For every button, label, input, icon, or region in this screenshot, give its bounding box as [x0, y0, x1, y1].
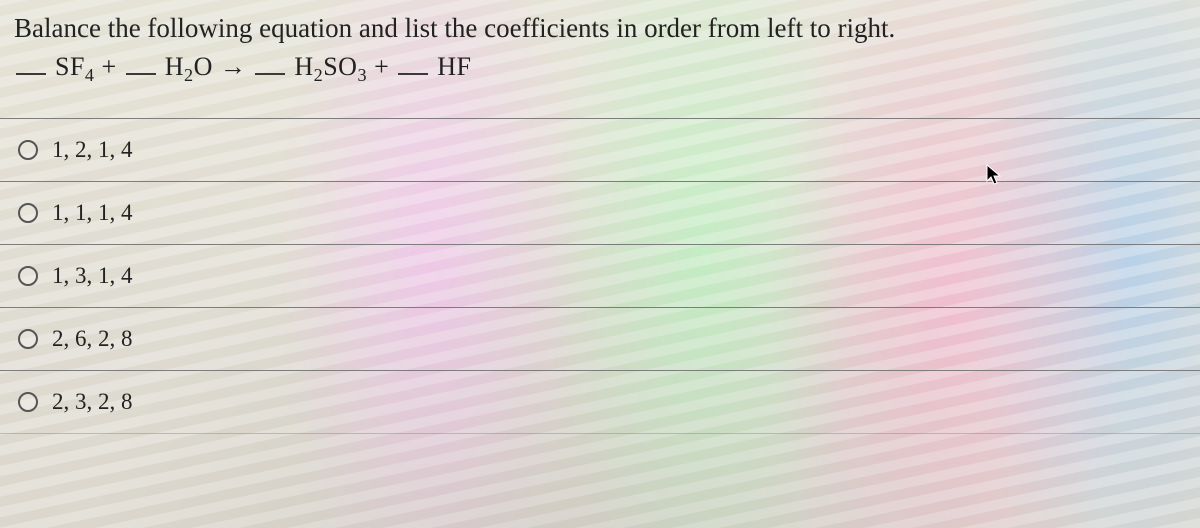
option-row[interactable]: 1, 1, 1, 4: [0, 181, 1200, 244]
option-row[interactable]: 2, 6, 2, 8: [0, 307, 1200, 370]
options-list: 1, 2, 1, 4 1, 1, 1, 4 1, 3, 1, 4 2, 6, 2…: [0, 118, 1200, 434]
species-h2so3: H2SO3: [294, 52, 374, 81]
radio-icon[interactable]: [18, 203, 38, 223]
equation: SF4 + H2O → H2SO3 + HF: [14, 52, 1186, 82]
question-prompt: Balance the following equation and list …: [14, 10, 1186, 46]
blank-4: [398, 73, 428, 76]
radio-icon[interactable]: [18, 329, 38, 349]
species-sf4: SF4: [55, 52, 102, 81]
reaction-arrow: →: [220, 52, 247, 81]
species-hf: HF: [437, 52, 471, 81]
option-label: 1, 3, 1, 4: [52, 263, 133, 289]
radio-icon[interactable]: [18, 140, 38, 160]
blank-3: [255, 73, 285, 76]
blank-2: [126, 73, 156, 76]
radio-icon[interactable]: [18, 392, 38, 412]
plus-1: +: [102, 52, 117, 81]
option-label: 2, 3, 2, 8: [52, 389, 133, 415]
option-row[interactable]: 2, 3, 2, 8: [0, 370, 1200, 434]
option-row[interactable]: 1, 3, 1, 4: [0, 244, 1200, 307]
blank-1: [16, 73, 46, 76]
species-h2o: H2O: [165, 52, 220, 81]
option-label: 1, 2, 1, 4: [52, 137, 133, 163]
question-block: Balance the following equation and list …: [0, 0, 1200, 90]
option-row[interactable]: 1, 2, 1, 4: [0, 118, 1200, 181]
option-label: 1, 1, 1, 4: [52, 200, 133, 226]
plus-2: +: [374, 52, 389, 81]
radio-icon[interactable]: [18, 266, 38, 286]
option-label: 2, 6, 2, 8: [52, 326, 133, 352]
